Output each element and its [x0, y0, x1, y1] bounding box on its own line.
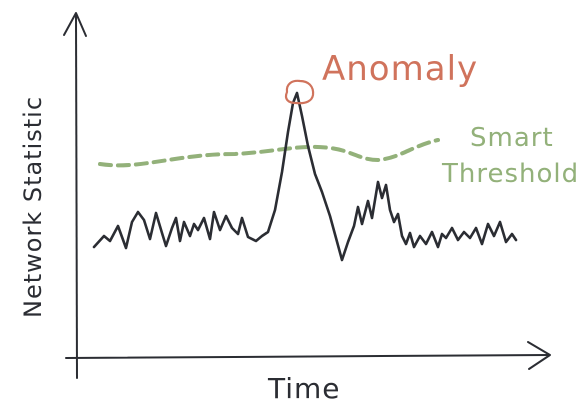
y-axis — [63, 12, 87, 379]
x-axis-label: Time — [267, 372, 341, 405]
network-signal-line — [92, 91, 518, 262]
x-axis — [65, 341, 551, 370]
threshold-label-line1: Smart — [470, 123, 554, 153]
anomaly-marker — [284, 79, 315, 105]
smart-threshold-line — [98, 138, 440, 168]
anomaly-label: Anomaly — [322, 49, 478, 89]
threshold-label-line2: Threshold — [441, 159, 579, 189]
y-axis-label: Network Statistic — [19, 96, 47, 318]
